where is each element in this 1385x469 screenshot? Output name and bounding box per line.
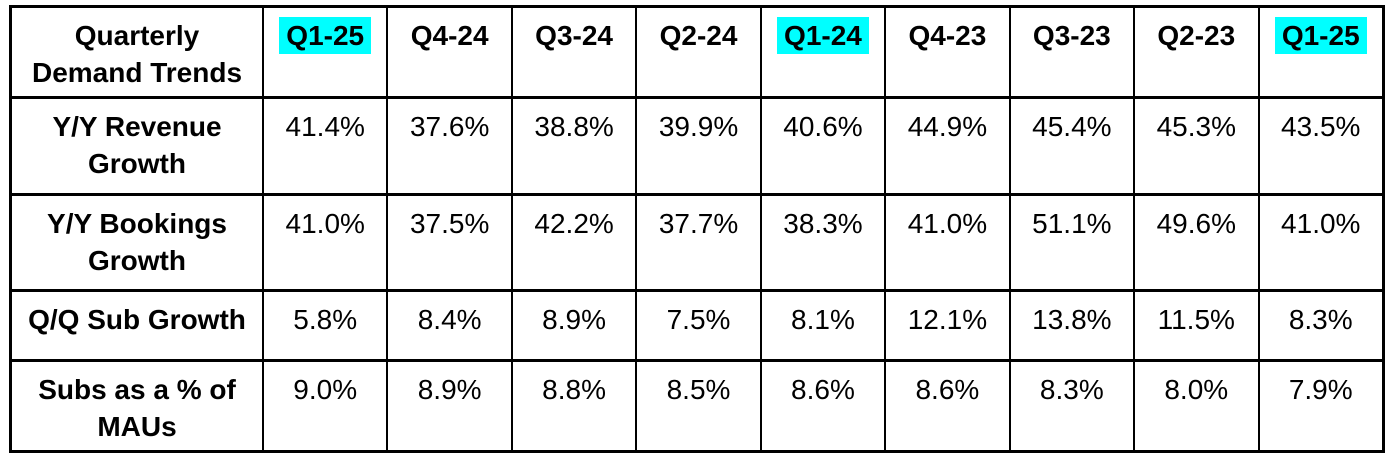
row-label-qq-sub-growth: Q/Q Sub Growth [9,288,264,362]
column-header: Q1-25 [261,5,389,99]
metric-value-cell: 8.8% [510,358,638,453]
metric-value-cell: 37.5% [386,192,513,292]
column-header: Q2-24 [635,5,762,99]
metric-value-cell: 8.6% [884,358,1011,453]
metric-value-cell: 8.3% [1257,288,1385,362]
column-header-label: Q1-24 [777,17,869,54]
metric-value-cell: 8.4% [386,288,513,362]
metric-value-cell: 7.9% [1257,358,1385,453]
metric-value-cell: 45.3% [1133,95,1260,196]
metric-value-cell: 41.4% [261,95,389,196]
metric-value-cell: 37.7% [635,192,762,292]
header-row: Quarterly Demand Trends Q1-25 Q4-24 Q3-2… [9,5,1385,99]
column-header-label: Q4-24 [410,20,489,51]
metric-value-cell: 38.8% [510,95,638,196]
column-header-label: Q3-23 [1032,20,1111,51]
metric-value-cell: 8.3% [1008,358,1136,453]
metric-value-cell: 41.0% [884,192,1011,292]
column-header-label: Q2-23 [1157,20,1236,51]
table-row-yy-bookings-growth: Y/Y Bookings Growth 41.0% 37.5% 42.2% 37… [9,192,1385,292]
metric-value-cell: 8.6% [759,358,887,453]
column-header-label: Q1-25 [1274,17,1367,54]
metric-value-cell: 8.9% [386,358,513,453]
table-row-qq-sub-growth: Q/Q Sub Growth 5.8% 8.4% 8.9% 7.5% 8.1% … [9,288,1385,362]
quarterly-demand-trends-table: Quarterly Demand Trends Q1-25 Q4-24 Q3-2… [9,5,1385,453]
metric-value-cell: 41.0% [1257,192,1385,292]
column-header: Q2-23 [1133,5,1260,99]
row-label-subs-pct-of-maus: Subs as a % of MAUs [9,358,264,453]
column-header: Q4-24 [386,5,513,99]
column-header-label: Q4-23 [908,20,987,51]
column-header: Q1-25 [1257,5,1385,99]
metric-value-cell: 37.6% [386,95,513,196]
metric-value-cell: 51.1% [1008,192,1136,292]
table-title-cell: Quarterly Demand Trends [9,5,264,99]
column-header-label: Q2-24 [659,20,738,51]
metric-value-cell: 38.3% [759,192,887,292]
metric-value-cell: 13.8% [1008,288,1136,362]
metric-value-cell: 7.5% [635,288,762,362]
metric-value-cell: 42.2% [510,192,638,292]
metric-value-cell: 9.0% [261,358,389,453]
metric-value-cell: 43.5% [1257,95,1385,196]
column-header-label: Q3-24 [535,20,613,51]
metric-value-cell: 5.8% [261,288,389,362]
metric-value-cell: 45.4% [1008,95,1136,196]
metric-value-cell: 8.5% [635,358,762,453]
table-row-subs-pct-of-maus: Subs as a % of MAUs 9.0% 8.9% 8.8% 8.5% … [9,358,1385,453]
metric-value-cell: 8.0% [1133,358,1260,453]
column-header: Q4-23 [884,5,1011,99]
column-header: Q1-24 [759,5,887,99]
metric-value-cell: 41.0% [261,192,389,292]
table-row-yy-revenue-growth: Y/Y Revenue Growth 41.4% 37.6% 38.8% 39.… [9,95,1385,196]
column-header: Q3-24 [510,5,638,99]
column-header-label: Q1-25 [279,17,372,54]
metric-value-cell: 8.9% [510,288,638,362]
metric-value-cell: 8.1% [759,288,887,362]
metric-value-cell: 49.6% [1133,192,1260,292]
metric-value-cell: 12.1% [884,288,1011,362]
metric-value-cell: 39.9% [635,95,762,196]
row-label-yy-bookings-growth: Y/Y Bookings Growth [9,192,264,292]
metric-value-cell: 40.6% [759,95,887,196]
row-label-yy-revenue-growth: Y/Y Revenue Growth [9,95,264,196]
metric-value-cell: 44.9% [884,95,1011,196]
column-header: Q3-23 [1008,5,1136,99]
metric-value-cell: 11.5% [1133,288,1260,362]
